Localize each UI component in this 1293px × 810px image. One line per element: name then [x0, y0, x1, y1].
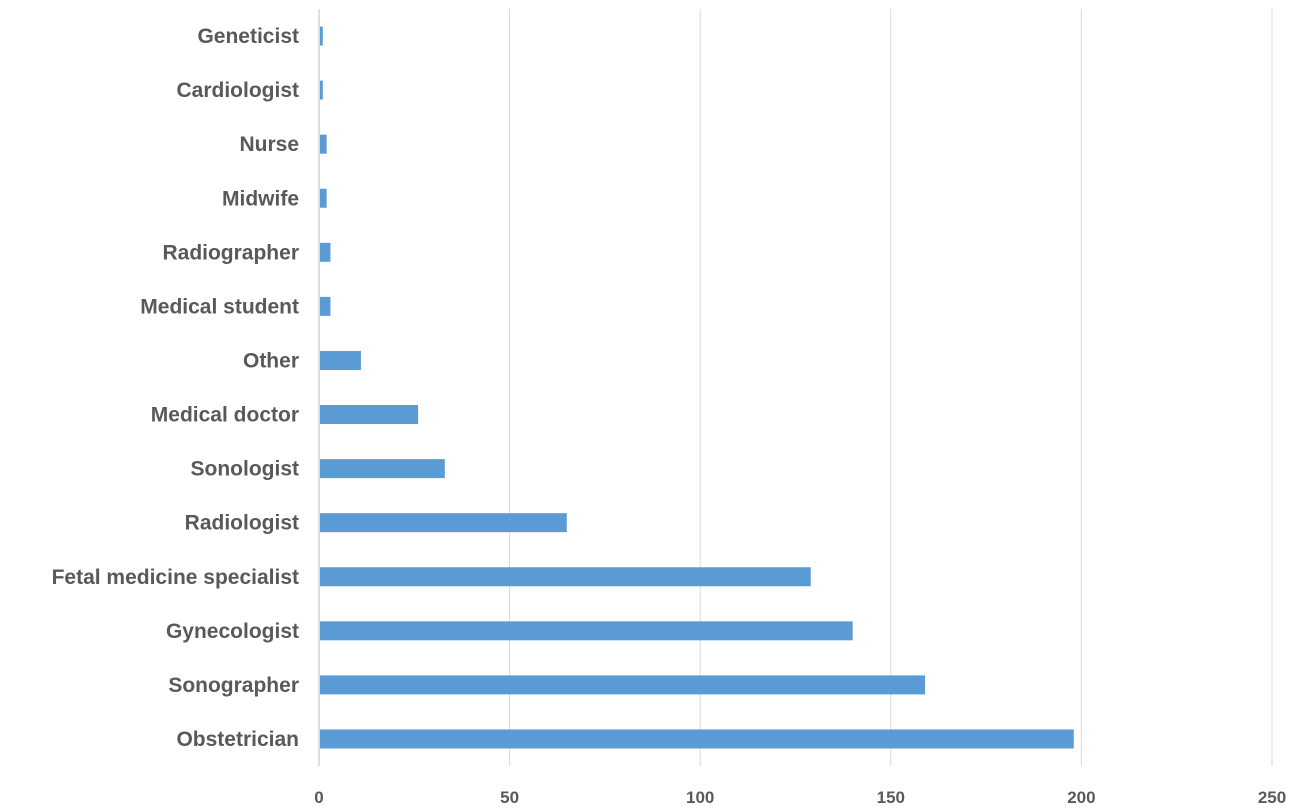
- category-label-obstetrician: Obstetrician: [176, 728, 299, 751]
- category-label-gynecologist: Gynecologist: [166, 620, 299, 643]
- category-label-midwife: Midwife: [222, 187, 299, 210]
- bar-medical-doctor: [320, 405, 419, 425]
- x-tick-label-0: 0: [314, 788, 323, 807]
- bar-cardiologist: [320, 80, 323, 100]
- category-labels: Obstetrician Sonographer Gynecologist Fetal…: [52, 25, 299, 751]
- x-tick-label-250: 250: [1258, 788, 1286, 807]
- category-label-medical-student: Medical student: [140, 295, 299, 318]
- category-label-radiologist: Radiologist: [185, 512, 299, 535]
- bar-gynecologist: [320, 621, 853, 641]
- category-label-fetal-medicine-specialist: Fetal medicine specialist: [52, 566, 299, 589]
- bar-fetal-medicine-specialist: [320, 567, 811, 587]
- bar-sonographer: [320, 675, 926, 695]
- category-label-sonologist: Sonologist: [191, 458, 300, 481]
- bar-medical-student: [320, 296, 331, 316]
- category-label-geneticist: Geneticist: [197, 25, 299, 48]
- bar-sonologist: [320, 459, 445, 479]
- category-label-medical-doctor: Medical doctor: [151, 404, 299, 427]
- category-label-cardiologist: Cardiologist: [176, 79, 299, 102]
- x-tick-label-150: 150: [877, 788, 905, 807]
- bars: [320, 26, 1074, 749]
- bar-other: [320, 350, 361, 370]
- x-axis-tick-labels: 0 50 100 150 200 250: [314, 788, 1286, 807]
- bar-radiographer: [320, 242, 331, 262]
- bar-geneticist: [320, 26, 323, 46]
- gridlines: [318, 9, 1273, 766]
- category-label-other: Other: [243, 349, 299, 372]
- x-tick-label-200: 200: [1067, 788, 1095, 807]
- bar-midwife: [320, 188, 327, 208]
- x-tick-label-50: 50: [500, 788, 519, 807]
- category-label-sonographer: Sonographer: [168, 674, 299, 697]
- bar-nurse: [320, 134, 327, 154]
- category-label-radiographer: Radiographer: [162, 241, 299, 264]
- bar-obstetrician: [320, 729, 1074, 749]
- category-label-nurse: Nurse: [239, 133, 299, 156]
- x-tick-label-100: 100: [686, 788, 714, 807]
- bar-radiologist: [320, 513, 567, 533]
